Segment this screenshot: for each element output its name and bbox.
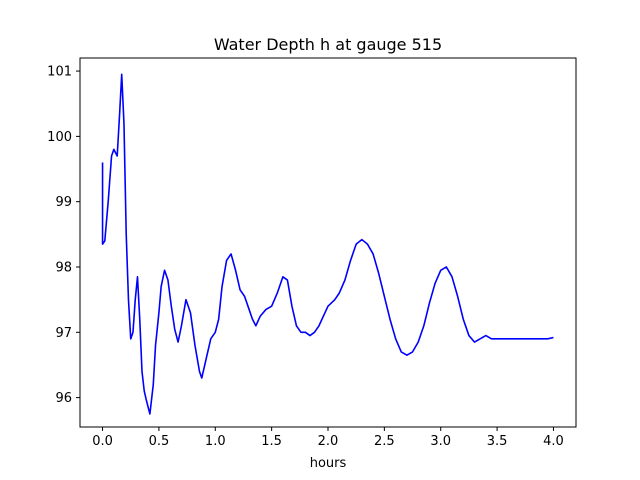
y-tick-label: 97	[55, 326, 72, 341]
x-tick-label: 3.5	[487, 434, 508, 449]
chart-title: Water Depth h at gauge 515	[214, 35, 442, 54]
y-tick-label: 100	[47, 130, 72, 145]
plot-area	[101, 73, 554, 415]
y-tick-label: 99	[55, 195, 72, 210]
x-tick-label: 1.5	[261, 434, 282, 449]
x-axis-label: hours	[310, 456, 347, 471]
y-axis: 96 97 98 99 100 101	[47, 65, 80, 406]
y-tick-label: 96	[55, 391, 72, 406]
series-line-0	[101, 73, 554, 415]
x-tick-label: 1.0	[205, 434, 226, 449]
x-tick-label: 2.5	[374, 434, 395, 449]
x-tick-label: 0.0	[92, 434, 113, 449]
x-tick-label: 2.0	[318, 434, 339, 449]
y-tick-label: 98	[55, 260, 72, 275]
x-axis: 0.0 0.5 1.0 1.5 2.0 2.5 3.0 3.5 4.0	[92, 427, 564, 449]
y-tick-label: 101	[47, 65, 72, 80]
x-tick-label: 0.5	[149, 434, 170, 449]
x-tick-label: 4.0	[543, 434, 564, 449]
x-tick-label: 3.0	[430, 434, 451, 449]
